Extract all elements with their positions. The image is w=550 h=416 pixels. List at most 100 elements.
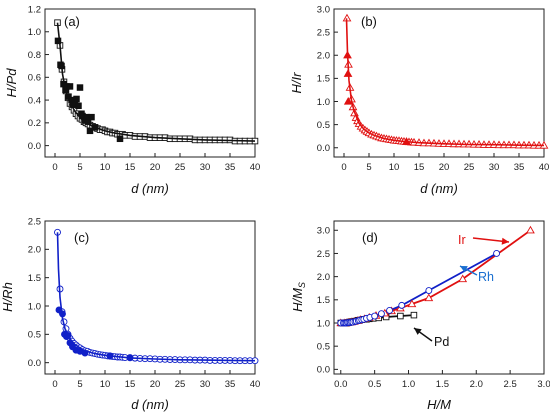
- filled-marker: [91, 124, 99, 131]
- y-tick-label: 2.0: [28, 245, 41, 256]
- panel-b: 0 5 10 15 20 25 30 35 40 0.0 0.5 1.0 1.5 2.0 2.5 3.0 (b…: [289, 4, 549, 196]
- x-tick-label: 40: [250, 379, 261, 390]
- marker-rh: [371, 312, 379, 320]
- x-tick-label: 0.0: [334, 379, 347, 390]
- arrow-head: [414, 328, 422, 335]
- annotation-pd: Pd: [434, 335, 449, 349]
- y-tick-label: 2.5: [28, 216, 41, 227]
- annotation-ir: Ir: [458, 233, 466, 247]
- y-tick-label: 1.0: [317, 318, 330, 329]
- filled-marker: [81, 349, 89, 357]
- marker-ir: [424, 293, 434, 302]
- filled-marker: [58, 62, 65, 70]
- y-tick-label: 1.0: [28, 301, 41, 312]
- fit-line: [56, 232, 256, 362]
- y-axis-label: H/Rh: [0, 282, 15, 312]
- x-tick-label: 0: [341, 162, 346, 173]
- y-tick-label: 1.5: [317, 295, 330, 306]
- arrow-head: [460, 266, 468, 273]
- x-tick-label: 0.5: [368, 379, 381, 390]
- x-tick-label: 5: [77, 379, 82, 390]
- filled-marker: [54, 37, 62, 45]
- y-axis-label-main: H/M: [290, 288, 305, 312]
- panel-label: (a): [64, 14, 80, 29]
- panel-label: (c): [74, 230, 89, 245]
- tick-labels: 0 5 10 15 20 25 30 35 40 0.0 0.5 1.0 1.5 2.0 2.5: [28, 216, 261, 390]
- tick-marks: [45, 8, 256, 157]
- tick-labels: 0 5 10 15 20 25 30 35 40 0.0 0.5 1.0 1.5 2.0 2.5 3.0: [317, 4, 550, 173]
- x-tick-label: 5: [77, 162, 82, 173]
- panel-c: 0 5 10 15 20 25 30 35 40 0.0 0.5 1.0 1.5 2.0 2.5 (c) H…: [0, 216, 260, 412]
- x-axis-label: d (nm): [131, 397, 169, 412]
- x-tick-label: 30: [489, 162, 500, 173]
- y-tick-label: 0.0: [317, 365, 330, 376]
- x-tick-label: 0: [52, 379, 57, 390]
- arrow-head: [501, 237, 509, 245]
- marker-pd: [410, 311, 418, 319]
- arrow-ir: [472, 237, 510, 245]
- y-tick-label: 1.2: [28, 4, 41, 15]
- y-tick-label: 0.6: [28, 73, 41, 84]
- arrow-pd: [413, 327, 433, 342]
- x-tick-label: 10: [389, 162, 400, 173]
- filled-marker: [73, 95, 80, 103]
- y-tick-label: 0.0: [28, 141, 41, 152]
- marker-rh: [425, 287, 433, 294]
- panel-d: 0.0 0.5 1.0 1.5 2.0 2.5 3.0 0.0 0.5 1.0 1.5 2.0 2.5 3…: [290, 220, 550, 412]
- x-tick-label: 30: [200, 162, 211, 173]
- y-axis-label: H/MS: [290, 282, 307, 312]
- x-tick-label: 40: [539, 162, 550, 173]
- filled-marker: [66, 83, 74, 90]
- x-tick-label: 10: [100, 162, 111, 173]
- filled-marker: [343, 50, 352, 59]
- fit-line: [345, 18, 545, 147]
- x-tick-label: 1.0: [402, 379, 415, 390]
- filled-marker: [59, 310, 66, 318]
- x-axis-label: d (nm): [131, 181, 169, 196]
- filled-marker: [106, 352, 114, 360]
- panel-label: (d): [362, 230, 378, 245]
- marker-pd: [397, 312, 404, 320]
- y-axis-label: H/Ir: [289, 72, 304, 94]
- filled-marker: [64, 332, 72, 339]
- y-tick-label: 1.0: [317, 97, 330, 108]
- y-tick-label: 2.5: [317, 249, 330, 260]
- filled-marker: [86, 127, 94, 135]
- y-tick-label: 0.8: [28, 50, 41, 61]
- x-tick-label: 15: [125, 379, 136, 390]
- x-tick-label: 25: [175, 379, 186, 390]
- x-tick-label: 25: [464, 162, 475, 173]
- tick-marks: [334, 8, 545, 157]
- arrow-rh: [459, 265, 478, 276]
- filled-marker: [116, 135, 124, 143]
- y-tick-label: 2.0: [317, 272, 330, 283]
- filled-marker: [343, 96, 353, 105]
- data-marks: [336, 225, 535, 327]
- y-tick-label: 0.2: [28, 118, 41, 129]
- plot-frame: [333, 220, 545, 375]
- y-tick-label: 0.5: [28, 330, 41, 341]
- marker-rh: [377, 310, 385, 318]
- y-tick-label: 0.5: [317, 120, 330, 131]
- tick-labels: 0 5 10 15 20 25 30 35 40 0.0 0.2 0.4 0.6 0.8 1.0 1.2: [28, 4, 261, 173]
- y-tick-label: 0.0: [317, 143, 330, 154]
- annotation-rh: Rh: [478, 270, 494, 284]
- y-tick-label: 1.5: [317, 74, 330, 85]
- x-tick-label: 30: [200, 379, 211, 390]
- x-tick-label: 20: [150, 379, 161, 390]
- marker-ir: [407, 299, 417, 308]
- x-tick-label: 1.5: [436, 379, 449, 390]
- x-axis-label: d (nm): [420, 181, 458, 196]
- x-tick-label: 2.0: [470, 379, 483, 390]
- marker-rh: [386, 307, 393, 314]
- y-tick-label: 0.0: [28, 358, 41, 369]
- x-tick-label: 20: [439, 162, 450, 173]
- y-axis-label: H/Pd: [4, 68, 19, 98]
- x-tick-label: 5: [366, 162, 371, 173]
- tick-marks: [334, 229, 545, 374]
- x-tick-label: 0: [52, 162, 57, 173]
- y-tick-label: 3.0: [317, 226, 330, 237]
- y-tick-label: 0.4: [28, 95, 41, 106]
- x-tick-label: 15: [125, 162, 136, 173]
